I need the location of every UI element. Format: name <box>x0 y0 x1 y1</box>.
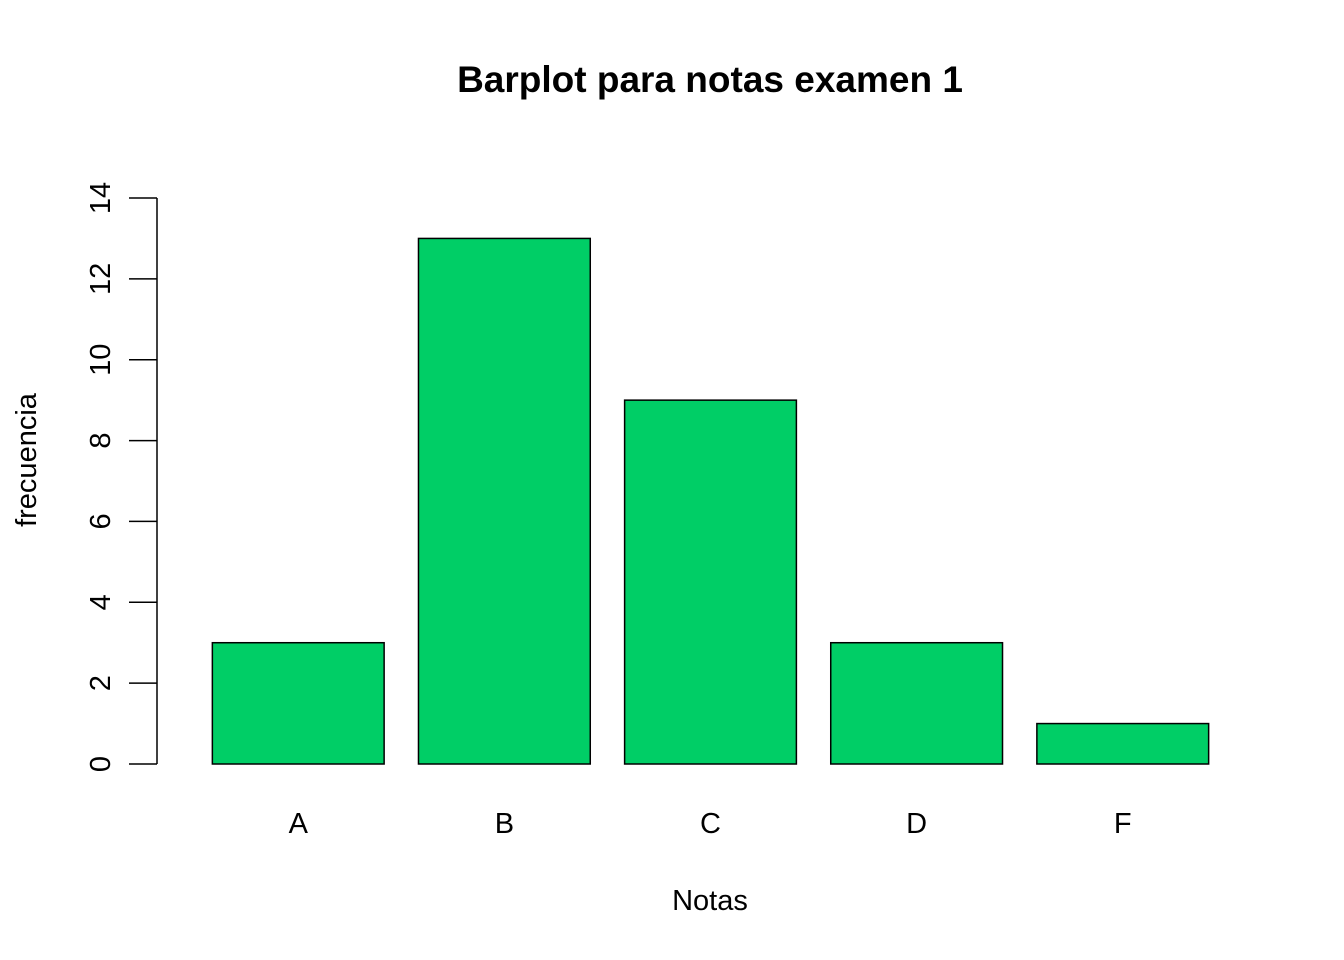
y-axis-label: frecuencia <box>11 392 43 527</box>
x-tick-label: A <box>289 808 309 840</box>
x-axis-label: Notas <box>672 885 748 917</box>
y-tick-label: 4 <box>85 594 117 610</box>
bar-F <box>1036 722 1210 765</box>
bar-C <box>623 399 798 765</box>
y-tick-label: 2 <box>85 675 117 691</box>
bar-B <box>417 237 592 765</box>
x-tick-label: D <box>906 808 927 840</box>
y-tick-label: 14 <box>85 182 117 214</box>
bar-A <box>211 641 385 765</box>
bar-D <box>829 641 1004 765</box>
y-axis: 0 2 4 6 8 10 12 14 <box>85 182 158 772</box>
x-tick-label: F <box>1114 808 1132 840</box>
y-tick-label: 12 <box>85 263 117 295</box>
y-tick-label: 8 <box>85 433 117 449</box>
y-tick-label: 6 <box>85 513 117 529</box>
bars <box>211 237 1210 765</box>
x-tick-label: B <box>495 808 514 840</box>
chart-title: Barplot para notas examen 1 <box>457 59 963 100</box>
x-tick-label: C <box>700 808 721 840</box>
y-tick-label: 10 <box>85 344 117 376</box>
y-tick-label: 0 <box>85 756 117 772</box>
